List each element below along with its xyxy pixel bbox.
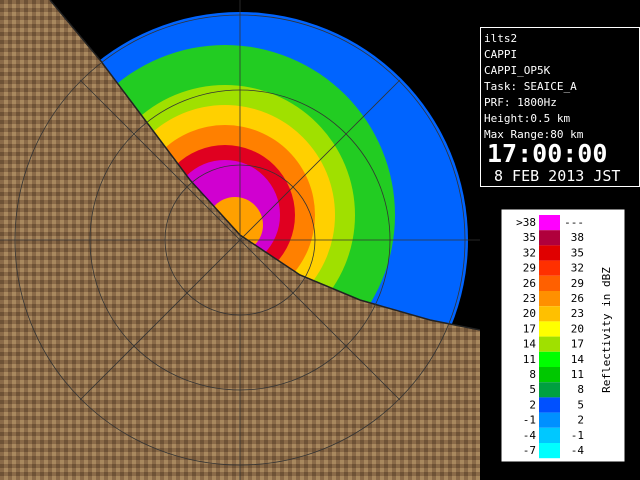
legend-swatch [539,291,560,307]
legend-box [500,208,626,463]
legend-low: 11 [523,353,536,366]
legend-low: 26 [523,277,536,290]
legend-high: 5 [577,398,584,411]
legend-high: -1 [571,429,584,442]
legend-title: Reflectivity in dBZ [600,267,613,393]
legend-high: --- [564,216,584,229]
info-panel: ilts2 CAPPI CAPPI_OP5K Task: SEAICE_A PR… [480,27,640,187]
legend-high: 8 [577,383,584,396]
legend-high: 29 [571,277,584,290]
legend-high: 26 [571,292,584,305]
legend-swatch [539,443,560,459]
legend-high: 35 [571,246,584,259]
range-rings [0,0,480,480]
legend-low: >38 [516,216,536,229]
legend-swatch [539,427,560,443]
legend-swatch [539,306,560,322]
map [0,0,480,480]
time: 17:00:00 [487,139,607,168]
legend-high: 23 [571,307,584,320]
legend: Reflectivity in dBZ >38 --- 35 38 32 35 29 32 26… [500,208,626,463]
legend-swatch [539,321,560,337]
legend-swatch [539,336,560,352]
legend-low: 8 [529,368,536,381]
legend-high: 2 [577,414,584,427]
legend-low: -1 [523,414,536,427]
legend-low: 32 [523,246,536,259]
legend-high: 14 [571,353,585,366]
legend-swatch [539,382,560,398]
legend-low: 2 [529,398,536,411]
legend-low: 14 [523,338,537,351]
legend-swatch [539,215,560,231]
legend-high: 17 [571,338,584,351]
legend-low: 35 [523,231,536,244]
legend-low: 23 [523,292,536,305]
legend-swatch [539,412,560,428]
legend-high: 38 [571,231,584,244]
date: 8 FEB 2013 JST [494,167,620,185]
legend-swatch [539,367,560,383]
legend-low: 20 [523,307,536,320]
legend-low: 29 [523,262,536,275]
legend-swatch [539,351,560,367]
product-name: CAPPI_OP5K [484,64,551,77]
legend-low: -4 [523,429,537,442]
legend-low: 5 [529,383,536,396]
station: ilts2 [484,32,517,45]
max-range: Max Range:80 km [484,128,584,141]
legend-swatch [539,260,560,276]
product: CAPPI [484,48,517,61]
legend-high: 32 [571,262,584,275]
height: Height:0.5 km [484,112,570,125]
prf: PRF: 1800Hz [484,96,557,109]
task: Task: SEAICE_A [484,80,577,93]
legend-low: -7 [523,444,536,457]
legend-high: 20 [571,322,584,335]
info-box [480,27,640,187]
legend-swatch [539,275,560,291]
legend-swatch [539,230,560,246]
legend-high: 11 [571,368,584,381]
legend-swatch [539,397,560,413]
legend-swatch [539,245,560,261]
legend-low: 17 [523,322,536,335]
legend-high: -4 [571,444,585,457]
